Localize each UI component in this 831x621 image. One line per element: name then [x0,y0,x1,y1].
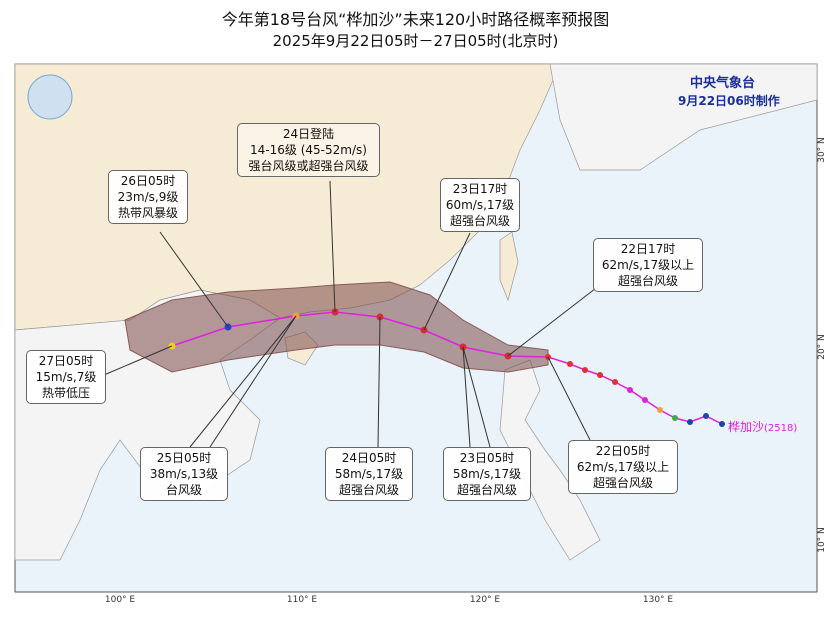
annotation-line: 62m/s,17级以上 [576,460,670,474]
annotation-line: 27日05时 [38,354,94,368]
annotation-line: 热带低压 [41,386,90,400]
subtitle: 2025年9月22日05时－27日05时(北京时) [272,32,559,50]
lon-label: 110° E [287,595,318,605]
annotation-line: 24日05时 [341,451,397,465]
annotation-line: 22日17时 [620,242,676,256]
typhoon-label: 桦加沙(2518) [728,418,797,435]
annotation-line: 超强台风级 [449,214,510,228]
issued: 9月22日06时制作 [678,94,780,108]
track-points [168,308,725,427]
annotation-line: 超强台风级 [456,483,517,497]
annotation-box: 26日05时 23m/s,9级 热带风暴级 [108,170,188,224]
annotation-line: 26日05时 [120,174,176,188]
typhoon-name: 桦加沙 [728,420,765,434]
annotation-line: 超强台风级 [338,483,399,497]
annotation-box: 27日05时 15m/s,7级 热带低压 [26,350,106,404]
annotation-box: 22日17时 62m/s,17级以上 超强台风级 [593,238,703,292]
annotation-line: 超强台风级 [617,274,678,288]
annotation-line: 强台风级或超强台风级 [248,159,369,173]
annotation-line: 38m/s,13级 [149,467,219,481]
annotation-line: 热带风暴级 [117,206,178,220]
annotation-box: 23日17时 60m/s,17级 超强台风级 [440,178,520,232]
lat-label: 20° N [817,334,827,360]
annotation-box: 24日登陆 14-16级 (45-52m/s) 强台风级或超强台风级 [237,123,380,177]
agency: 中央气象台 [690,76,756,91]
lat-label: 10° N [817,527,827,553]
annotation-line: 22日05时 [595,444,651,458]
logo [27,74,73,120]
annotation-line: 25日05时 [156,451,212,465]
title: 今年第18号台风“桦加沙”未来120小时路径概率预报图 [221,10,610,29]
annotation-line: 台风级 [165,483,202,497]
annotation-line: 23日17时 [452,182,508,196]
annotation-line: 14-16级 (45-52m/s) [250,143,367,157]
annotation-line: 23日05时 [459,451,515,465]
annotation-line: 62m/s,17级以上 [601,258,695,272]
lon-label: 120° E [470,595,501,605]
annotation-line: 24日登陆 [282,127,335,141]
annotation-line: 23m/s,9级 [117,190,179,204]
typhoon-code: (2518) [764,423,798,434]
annotation-box: 22日05时 62m/s,17级以上 超强台风级 [568,440,678,494]
leader-lines [103,180,601,448]
annotation-box: 25日05时 38m/s,13级 台风级 [140,447,228,501]
annotation-line: 15m/s,7级 [35,370,97,384]
annotation-line: 60m/s,17级 [445,198,515,212]
annotation-line: 58m/s,17级 [334,467,404,481]
annotation-box: 23日05时 58m/s,17级 超强台风级 [443,447,531,501]
annotation-box: 24日05时 58m/s,17级 超强台风级 [325,447,413,501]
lat-label: 30° N [817,137,827,163]
annotation-line: 超强台风级 [592,476,653,490]
lon-label: 130° E [643,595,674,605]
annotation-line: 58m/s,17级 [452,467,522,481]
lon-label: 100° E [105,595,136,605]
probability-cone [124,281,549,373]
